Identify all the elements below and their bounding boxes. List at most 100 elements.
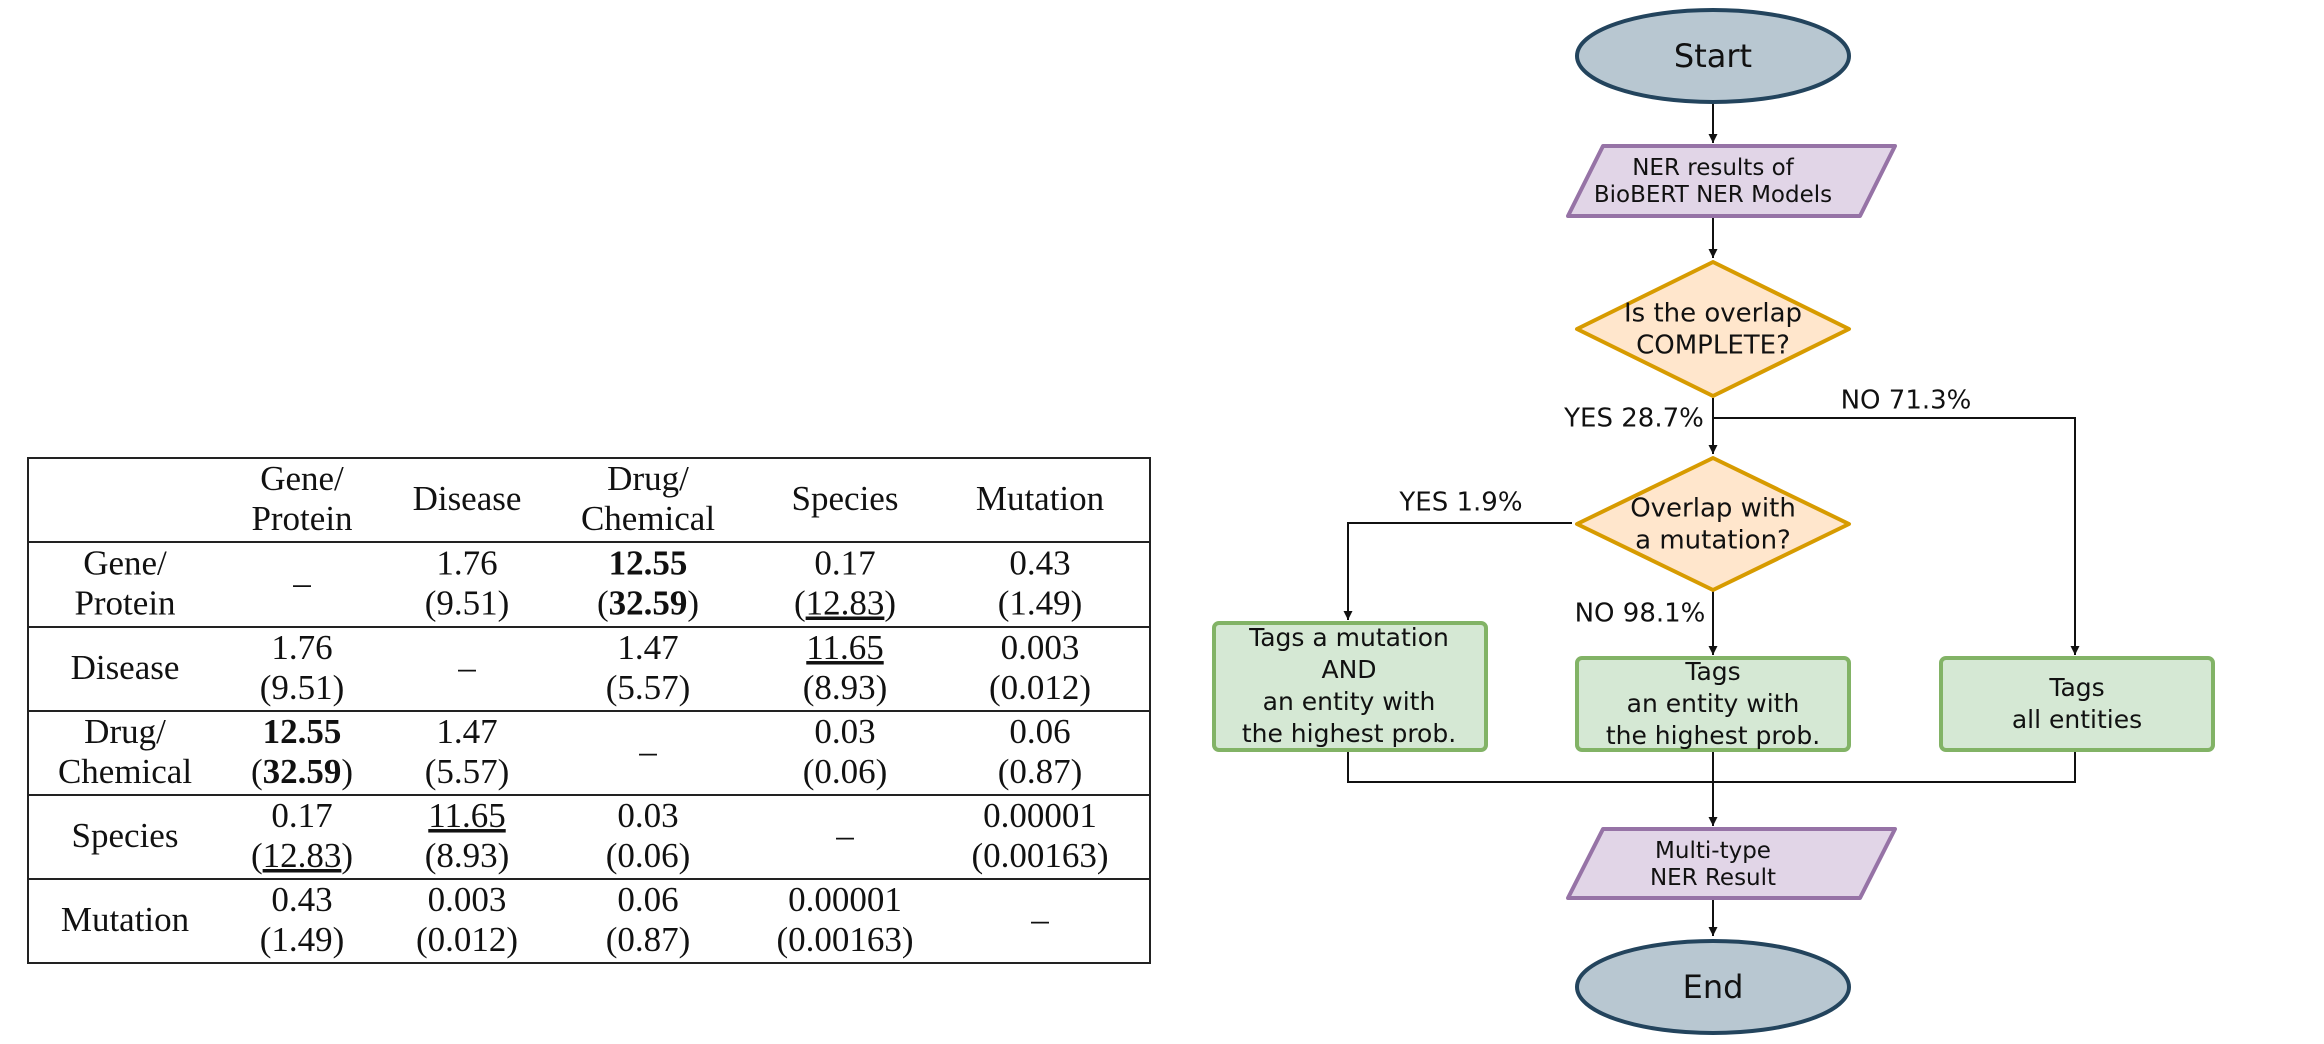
table-cell-paren-value: 12.83 (263, 836, 342, 875)
table-cell-paren-value: 5.57 (436, 752, 497, 791)
table-cell-paren-value: 32.59 (263, 752, 342, 791)
flow-edge (1347, 750, 2076, 783)
table-cell-paren-value: 32.59 (609, 584, 688, 623)
table-cell-paren-value: 0.00163 (983, 836, 1097, 875)
table-cell-paren: (5.57) (425, 752, 510, 791)
table-cell-paren-value: 0.87 (1009, 752, 1070, 791)
start-label: Start (1674, 37, 1752, 75)
table-cell-paren-value: 8.93 (436, 836, 497, 875)
table-cell-value: 0.17 (814, 544, 875, 583)
table-cell-value: 1.47 (436, 712, 497, 751)
column-header: Species (792, 479, 899, 518)
end-label: End (1683, 968, 1744, 1006)
column-header: Protein (251, 499, 352, 538)
table-cell-value: 0.43 (1009, 544, 1070, 583)
process-mutation-and-entity (1212, 621, 1488, 752)
column-header: Drug/ (607, 459, 689, 498)
table-cell-value: 1.47 (617, 628, 678, 667)
table-cell-paren: (0.012) (416, 920, 518, 959)
process-highest-prob (1575, 656, 1851, 752)
table-cell-value: 11.65 (428, 796, 505, 835)
output-label: Multi-type (1655, 838, 1771, 864)
input-label: BioBERT NER Models (1594, 182, 1832, 208)
decision-complete-node (1575, 260, 1851, 398)
table-cell-paren-value: 0.06 (617, 836, 678, 875)
table-cell-empty: – (457, 648, 476, 687)
table-grid (27, 457, 1151, 964)
table-cell-empty: – (1030, 900, 1049, 939)
table-cell-paren: (0.00163) (776, 920, 913, 959)
table-cell-paren-value: 0.06 (814, 752, 875, 791)
end-node (1575, 939, 1851, 1035)
process-mutation-and-entity-label: the highest prob. (1242, 719, 1456, 748)
row-header: Protein (74, 584, 175, 623)
flow-edge (1713, 417, 2080, 655)
input-node (1566, 144, 1897, 218)
input-label: NER results of (1632, 155, 1794, 181)
table-cell-paren-value: 5.57 (617, 668, 678, 707)
table-cell-paren: (5.57) (606, 668, 691, 707)
table-cell-value: 0.06 (1009, 712, 1070, 751)
table-cell-paren-value: 0.012 (428, 920, 507, 959)
output-label: NER Result (1650, 865, 1776, 891)
output-node (1566, 827, 1897, 900)
table-cell-paren: (0.06) (606, 836, 691, 875)
table-cell-paren: (0.012) (989, 668, 1091, 707)
table-cell-empty: – (292, 564, 311, 603)
column-header: Gene/ (260, 459, 344, 498)
flowchart-edge-labels: YES 28.7% NO 71.3% YES 1.9% NO 98.1% (1398, 386, 1971, 629)
table-cell-paren: (32.59) (597, 584, 699, 623)
row-header: Chemical (58, 752, 192, 791)
table-cell-value: 1.76 (271, 628, 332, 667)
table-cell-value: 11.65 (806, 628, 883, 667)
table-cell-value: 0.00001 (983, 796, 1097, 835)
edge-label-mutation-no: NO 98.1% (1575, 599, 1706, 629)
column-header: Disease (413, 479, 522, 518)
table-cell-paren-value: 8.93 (814, 668, 875, 707)
table-cell-paren: (0.06) (803, 752, 888, 791)
process-mutation-and-entity-label: an entity with (1263, 687, 1436, 716)
process-highest-prob-label: the highest prob. (1606, 721, 1820, 750)
row-header: Gene/ (83, 544, 167, 583)
row-header: Species (72, 816, 179, 855)
table-cell-value: 1.76 (436, 544, 497, 583)
process-all-entities-label: all entities (2012, 705, 2142, 734)
table-cell-paren-value: 12.83 (806, 584, 885, 623)
table-cell-paren-value: 0.87 (617, 920, 678, 959)
process-all-entities-label: Tags (2048, 673, 2104, 702)
table-cell-paren: (0.87) (606, 920, 691, 959)
flow-edge (1343, 522, 1572, 620)
table-cell-value: 0.43 (271, 880, 332, 919)
process-mutation-and-entity-label: Tags a mutation (1248, 623, 1449, 652)
process-mutation-and-entity-label: AND (1321, 655, 1376, 684)
table-cell-paren-value: 9.51 (436, 584, 497, 623)
decision-mutation-node (1575, 456, 1851, 592)
table-cell-paren: (12.83) (794, 584, 896, 623)
table-cell-paren: (0.00163) (971, 836, 1108, 875)
edge-label-complete-no: NO 71.3% (1841, 386, 1972, 416)
row-header: Drug/ (84, 712, 166, 751)
table-cell-paren: (9.51) (260, 668, 345, 707)
decision-mutation-label: Overlap with (1630, 494, 1796, 524)
column-header: Mutation (976, 479, 1104, 518)
start-node (1575, 8, 1851, 104)
table-cell-value: 0.03 (617, 796, 678, 835)
decision-complete-label: Is the overlap (1624, 299, 1802, 329)
table-cell-empty: – (638, 732, 657, 771)
table-cell-paren: (1.49) (998, 584, 1083, 623)
table-cell-paren: (32.59) (251, 752, 353, 791)
table-cell-paren: (0.87) (998, 752, 1083, 791)
table-cell-paren-value: 0.00163 (788, 920, 902, 959)
table-cell-value: 0.17 (271, 796, 332, 835)
flowchart-edges (1343, 102, 2080, 936)
table-cell-paren-value: 0.012 (1001, 668, 1080, 707)
table-cell-paren-value: 1.49 (271, 920, 332, 959)
process-all-entities (1939, 656, 2215, 752)
confusion-table: Gene/Protein Disease Drug/Chemical Species M… (27, 457, 1151, 964)
table-cell-paren-value: 1.49 (1009, 584, 1070, 623)
column-header: Chemical (581, 499, 715, 538)
table-cell-value: 0.00001 (788, 880, 902, 919)
table-cell-value: 12.55 (609, 544, 688, 583)
table-cell-paren-value: 9.51 (271, 668, 332, 707)
